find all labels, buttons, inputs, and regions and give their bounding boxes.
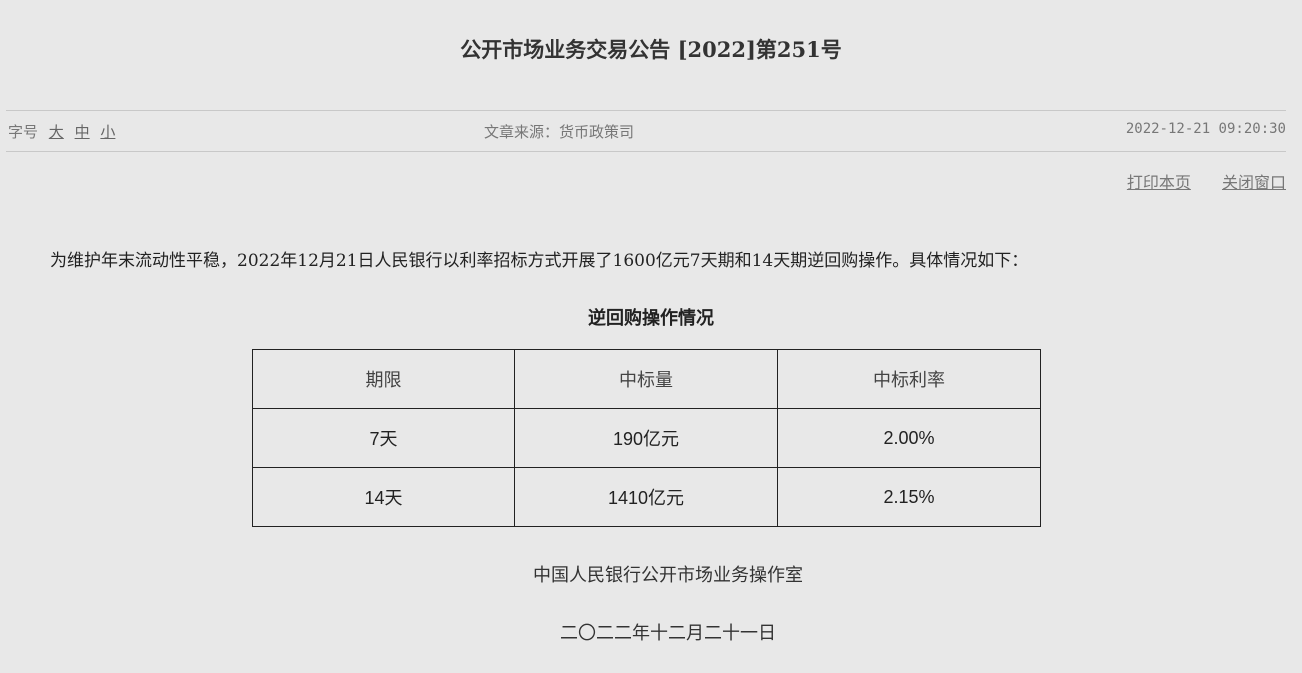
table-header-row: 期限 中标量 中标利率 xyxy=(252,349,1041,409)
cell-amount: 190亿元 xyxy=(514,408,778,468)
cell-term: 7天 xyxy=(252,408,515,468)
article-source: 文章来源：货币政策司 xyxy=(484,123,635,141)
publish-datetime: 2022-12-21 09:20:30 xyxy=(1125,121,1286,137)
print-page-link[interactable]: 打印本页 xyxy=(1126,173,1191,192)
cell-rate: 2.15% xyxy=(777,467,1041,527)
font-size-controls: 字号 大 中 小 xyxy=(8,121,115,142)
table-title: 逆回购操作情况 xyxy=(588,308,714,329)
meta-bar: 字号 大 中 小 文章来源：货币政策司 2022-12-21 09:20:30 xyxy=(6,110,1286,152)
table-row: 7天 190亿元 2.00% xyxy=(252,408,1041,468)
font-size-label: 字号 xyxy=(8,123,39,141)
reverse-repo-table: 期限 中标量 中标利率 7天 190亿元 2.00% 14天 1410亿元 2.… xyxy=(252,349,1041,527)
page-title: 公开市场业务交易公告 [2022]第251号 xyxy=(460,37,842,62)
cell-term: 14天 xyxy=(252,467,515,527)
signature-date: 二〇二二年十二月二十一日 xyxy=(560,623,776,644)
font-size-small[interactable]: 小 xyxy=(100,123,116,141)
signature: 中国人民银行公开市场业务操作室 xyxy=(533,565,803,586)
font-size-large[interactable]: 大 xyxy=(48,123,64,141)
header-rate: 中标利率 xyxy=(777,349,1041,409)
cell-rate: 2.00% xyxy=(777,408,1041,468)
close-window-link[interactable]: 关闭窗口 xyxy=(1221,173,1286,192)
header-term: 期限 xyxy=(252,349,515,409)
font-size-medium[interactable]: 中 xyxy=(74,123,90,141)
table-row: 14天 1410亿元 2.15% xyxy=(252,467,1041,527)
intro-paragraph: 为维护年末流动性平稳，2022年12月21日人民银行以利率招标方式开展了1600… xyxy=(50,251,1029,271)
cell-amount: 1410亿元 xyxy=(514,467,778,527)
page-actions: 打印本页 关闭窗口 xyxy=(1101,169,1286,193)
header-amount: 中标量 xyxy=(514,349,778,409)
